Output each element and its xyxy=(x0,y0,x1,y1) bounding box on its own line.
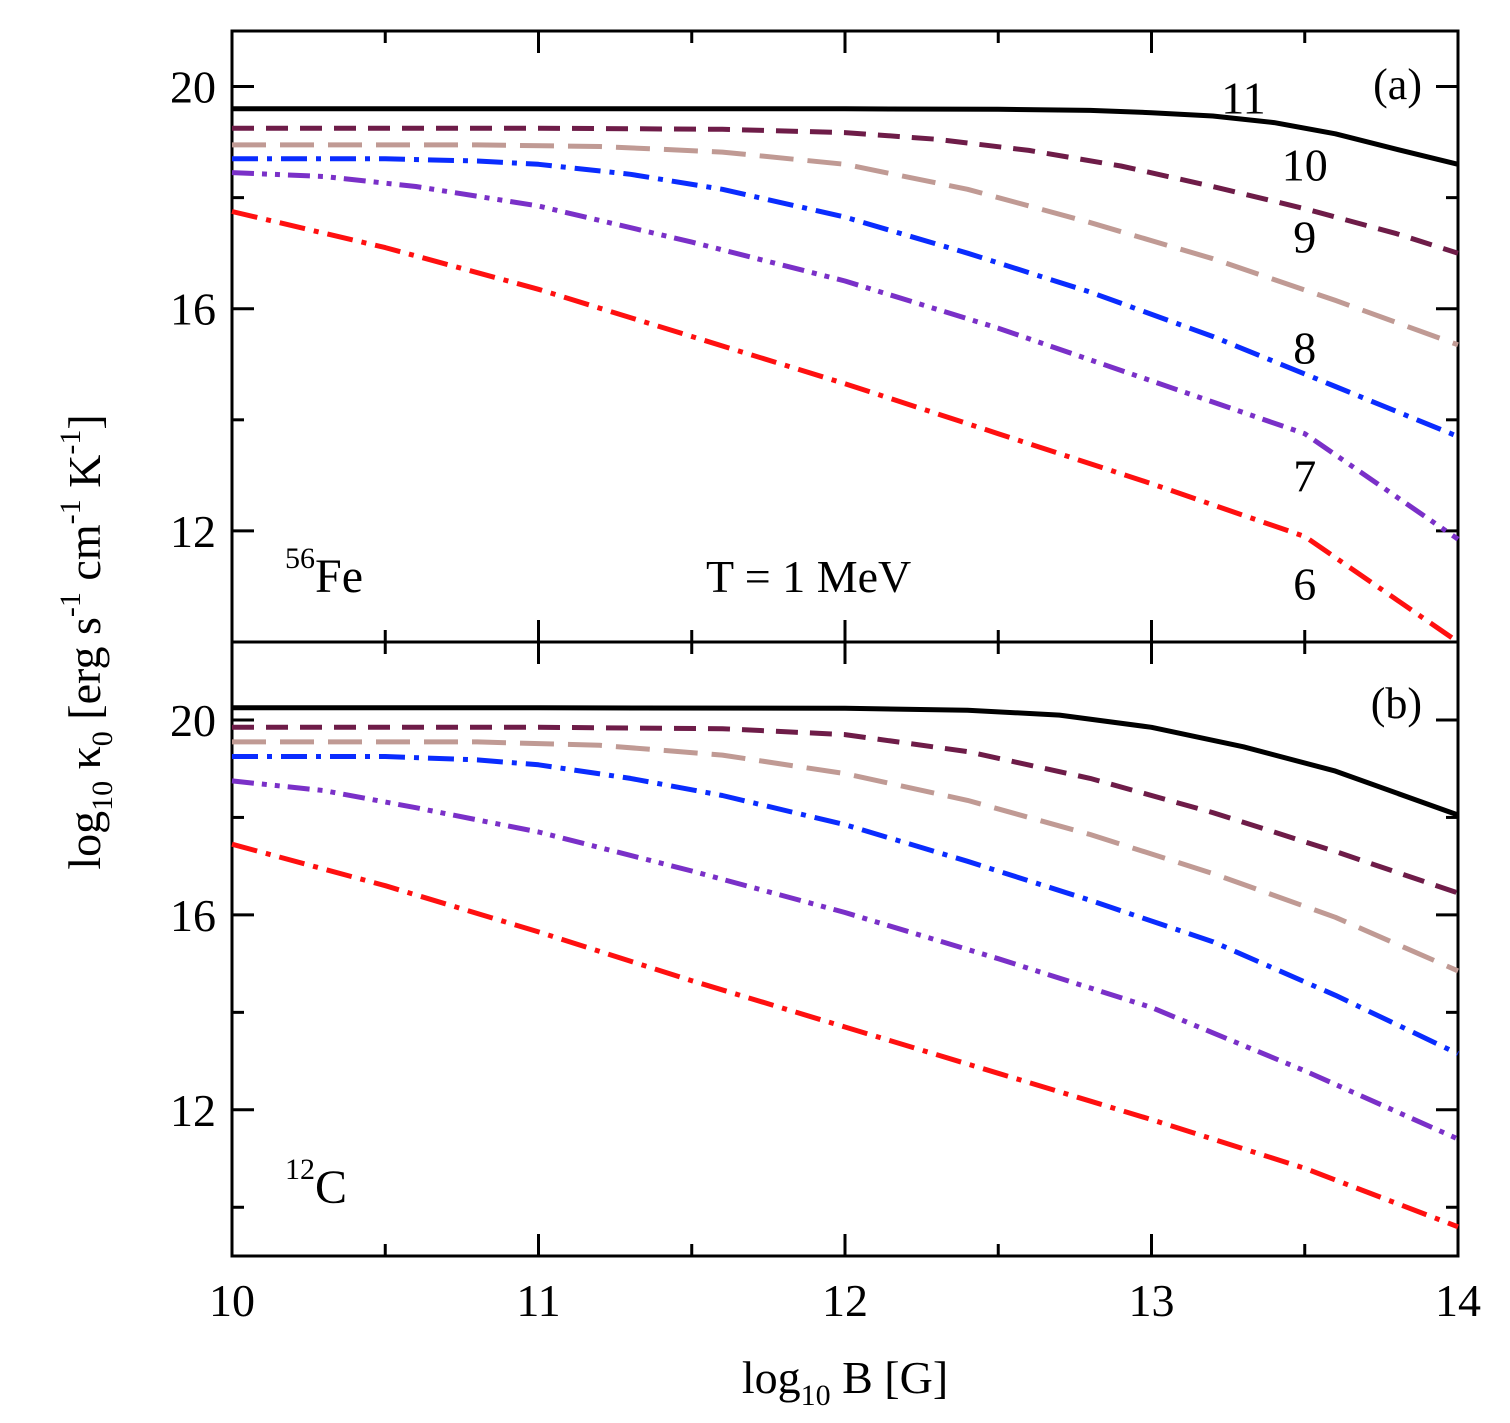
nucleus-c-symbol: C xyxy=(315,1161,347,1214)
x-tick-label: 13 xyxy=(1129,1275,1175,1326)
tick-labels: 12 16 20 11 10 9 8 7 6 12 16 20 10 11 12 13 14 xyxy=(170,62,1481,1326)
y-tick-label: 16 xyxy=(170,890,216,941)
series-line-a-6 xyxy=(231,209,1460,645)
x-tick-label: 14 xyxy=(1435,1275,1481,1326)
series-line-a-11 xyxy=(232,106,1459,167)
series-label-9: 9 xyxy=(1293,212,1316,263)
series-line-b-8 xyxy=(232,754,1460,1057)
x-axis-label-sub: 10 xyxy=(801,1379,831,1412)
y-tick-label: 20 xyxy=(170,695,216,746)
x-axis-label-rest: B [G] xyxy=(831,1352,949,1403)
series-label-6: 6 xyxy=(1293,559,1316,610)
x-tick-label: 10 xyxy=(209,1275,255,1326)
x-axis-label: log10 B [G] xyxy=(742,1352,948,1412)
nucleus-fe-mass: 56 xyxy=(285,542,315,575)
nucleus-c-label: 12C xyxy=(285,1153,347,1214)
x-tick-label: 12 xyxy=(822,1275,868,1326)
series-line-b-9 xyxy=(232,739,1460,974)
y-tick-label: 12 xyxy=(170,506,216,557)
series-line-a-8 xyxy=(232,156,1459,439)
panel-b-label: (b) xyxy=(1371,679,1422,728)
nucleus-fe-label: 56Fe xyxy=(285,542,363,603)
x-axis-label-log: log xyxy=(742,1352,801,1403)
y-axis-label-sub: 10 xyxy=(86,781,119,811)
y-axis-label: log10 κ0 [erg s-1 cm-1 K-1] xyxy=(54,414,119,869)
series-line-b-10 xyxy=(232,724,1459,896)
panel-a-label: (a) xyxy=(1373,60,1422,109)
series-line-b-11 xyxy=(232,705,1459,818)
series-lines xyxy=(231,106,1460,1230)
series-line-a-7 xyxy=(231,170,1460,542)
series-line-a-10 xyxy=(232,125,1459,256)
tick-marks xyxy=(230,31,1460,1256)
temperature-annotation: T = 1 MeV xyxy=(706,551,911,602)
y-axis-label-kappa: κ xyxy=(59,746,110,781)
series-label-11: 11 xyxy=(1221,73,1265,124)
y-tick-label: 20 xyxy=(170,62,216,113)
y-axis-label-kappa-sub: 0 xyxy=(86,731,119,746)
x-tick-label: 11 xyxy=(516,1275,560,1326)
series-label-7: 7 xyxy=(1293,450,1316,501)
y-axis-label-log: log xyxy=(59,811,110,870)
y-axis-label-close: ] xyxy=(59,414,110,429)
series-line-b-6 xyxy=(231,841,1459,1230)
nucleus-c-mass: 12 xyxy=(285,1153,315,1186)
series-label-10: 10 xyxy=(1282,139,1328,190)
nucleus-fe-symbol: Fe xyxy=(315,550,363,603)
series-label-8: 8 xyxy=(1293,323,1316,374)
y-axis-label-units-1: [erg s xyxy=(59,617,110,731)
series-line-b-7 xyxy=(231,778,1460,1142)
y-axis-label-units-2: cm xyxy=(59,524,110,592)
y-axis-label-exp-3: -1 xyxy=(54,430,87,455)
y-axis-label-units-3: K xyxy=(59,455,110,500)
series-line-a-9 xyxy=(232,142,1459,348)
y-axis-label-exp-1: -1 xyxy=(54,592,87,617)
y-tick-label: 16 xyxy=(170,284,216,335)
y-tick-label: 12 xyxy=(170,1085,216,1136)
y-axis-label-exp-2: -1 xyxy=(54,499,87,524)
